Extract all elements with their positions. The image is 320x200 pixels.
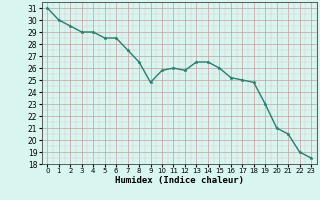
X-axis label: Humidex (Indice chaleur): Humidex (Indice chaleur) (115, 176, 244, 185)
